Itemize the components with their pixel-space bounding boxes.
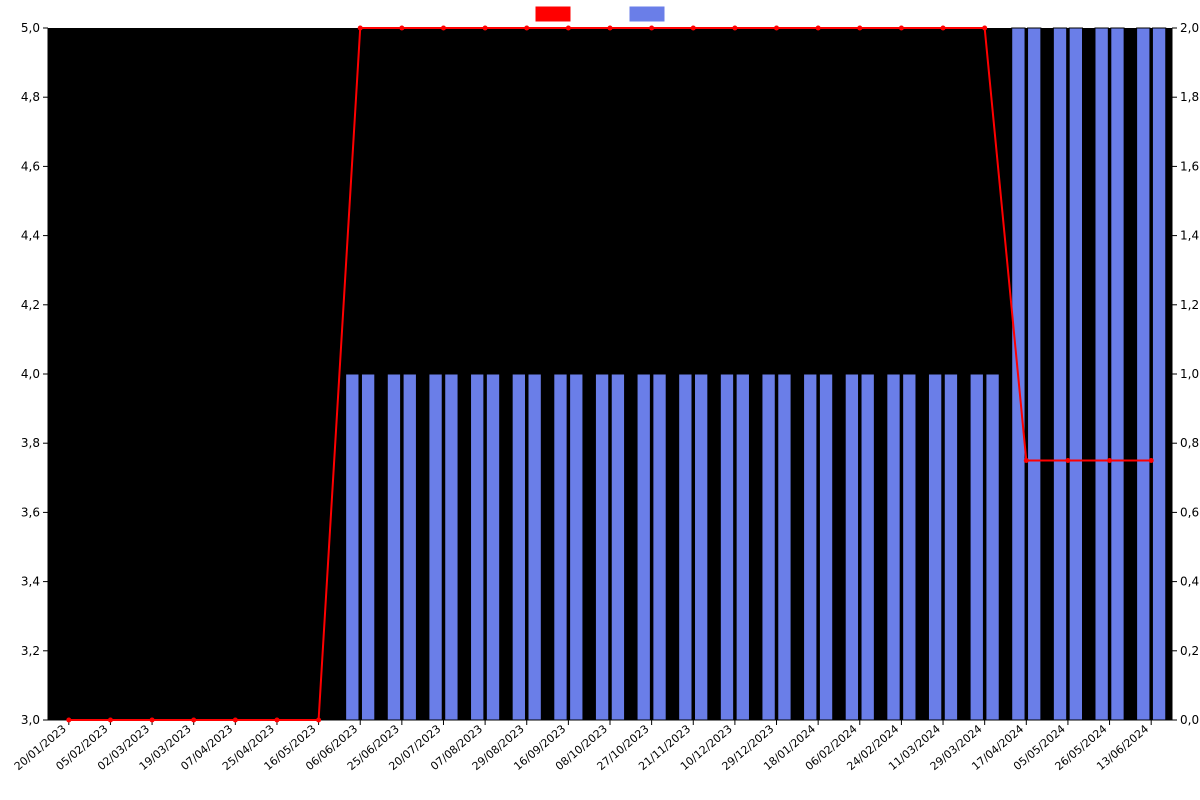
y-left-tick-label: 4,8 <box>21 90 40 104</box>
bar <box>804 374 817 720</box>
bar <box>445 374 458 720</box>
line-marker <box>233 718 238 723</box>
line-marker <box>1024 458 1029 463</box>
line-marker <box>982 26 987 31</box>
bar <box>1028 28 1041 720</box>
y-left-tick-label: 4,4 <box>21 229 40 243</box>
line-marker <box>399 26 404 31</box>
bar <box>695 374 708 720</box>
bar <box>512 374 525 720</box>
y-right-tick-label: 0,0 <box>1180 713 1199 727</box>
bar <box>944 374 957 720</box>
line-marker <box>566 26 571 31</box>
bar <box>887 374 900 720</box>
y-left-tick-label: 3,6 <box>21 505 40 519</box>
y-right-tick-label: 0,8 <box>1180 436 1199 450</box>
y-right-tick-label: 1,8 <box>1180 90 1199 104</box>
y-left-tick-label: 3,8 <box>21 436 40 450</box>
y-left-tick-label: 3,2 <box>21 644 40 658</box>
y-right-tick-label: 0,6 <box>1180 505 1199 519</box>
bar <box>346 374 359 720</box>
bar <box>1111 28 1124 720</box>
bar <box>736 374 749 720</box>
line-marker <box>899 26 904 31</box>
bar <box>1053 28 1066 720</box>
line-marker <box>732 26 737 31</box>
line-marker <box>816 26 821 31</box>
line-marker <box>774 26 779 31</box>
y-right-tick-label: 1,6 <box>1180 159 1199 173</box>
bar <box>528 374 541 720</box>
bar <box>986 374 999 720</box>
bar <box>903 374 916 720</box>
line-marker <box>857 26 862 31</box>
y-right-tick-label: 2,0 <box>1180 21 1199 35</box>
plot-area <box>48 28 1172 720</box>
line-marker <box>649 26 654 31</box>
bar <box>1137 28 1150 720</box>
legend-swatch <box>630 7 664 21</box>
line-marker <box>524 26 529 31</box>
y-right-tick-label: 0,2 <box>1180 644 1199 658</box>
bar <box>845 374 858 720</box>
line-marker <box>1149 458 1154 463</box>
bar <box>1095 28 1108 720</box>
y-left-tick-label: 3,0 <box>21 713 40 727</box>
line-marker <box>441 26 446 31</box>
bar <box>653 374 666 720</box>
bar <box>819 374 832 720</box>
line-marker <box>316 718 321 723</box>
line-marker <box>1107 458 1112 463</box>
y-left-tick-label: 4,0 <box>21 367 40 381</box>
y-right-tick-label: 1,2 <box>1180 298 1199 312</box>
bar <box>554 374 567 720</box>
y-right-tick-label: 1,0 <box>1180 367 1199 381</box>
line-marker <box>941 26 946 31</box>
line-marker <box>274 718 279 723</box>
bar <box>970 374 983 720</box>
line-marker <box>358 26 363 31</box>
line-marker <box>150 718 155 723</box>
bar <box>361 374 374 720</box>
bar <box>471 374 484 720</box>
y-left-tick-label: 4,6 <box>21 159 40 173</box>
bar <box>778 374 791 720</box>
bar <box>403 374 416 720</box>
line-marker <box>1065 458 1070 463</box>
line-marker <box>66 718 71 723</box>
bar <box>637 374 650 720</box>
y-left-tick-label: 5,0 <box>21 21 40 35</box>
bar <box>861 374 874 720</box>
bar <box>387 374 400 720</box>
y-left-tick-label: 4,2 <box>21 298 40 312</box>
line-marker <box>608 26 613 31</box>
line-marker <box>691 26 696 31</box>
bar <box>928 374 941 720</box>
dual-axis-chart: 3,0 3,2 3,4 3,6 3,8 4,0 4,2 4,4 4,6 4,8 5,0 0,0 0,2 0… <box>0 0 1200 800</box>
bar <box>611 374 624 720</box>
bar <box>1152 28 1165 720</box>
y-right-tick-label: 0,4 <box>1180 575 1199 589</box>
line-marker <box>191 718 196 723</box>
bar <box>486 374 499 720</box>
line-marker <box>108 718 113 723</box>
line-marker <box>483 26 488 31</box>
bar <box>762 374 775 720</box>
bar <box>679 374 692 720</box>
bar <box>1069 28 1082 720</box>
bar <box>429 374 442 720</box>
bar <box>570 374 583 720</box>
bar <box>595 374 608 720</box>
legend-swatch <box>536 7 570 21</box>
bar <box>720 374 733 720</box>
y-right-tick-label: 1,4 <box>1180 229 1199 243</box>
y-left-tick-label: 3,4 <box>21 575 40 589</box>
